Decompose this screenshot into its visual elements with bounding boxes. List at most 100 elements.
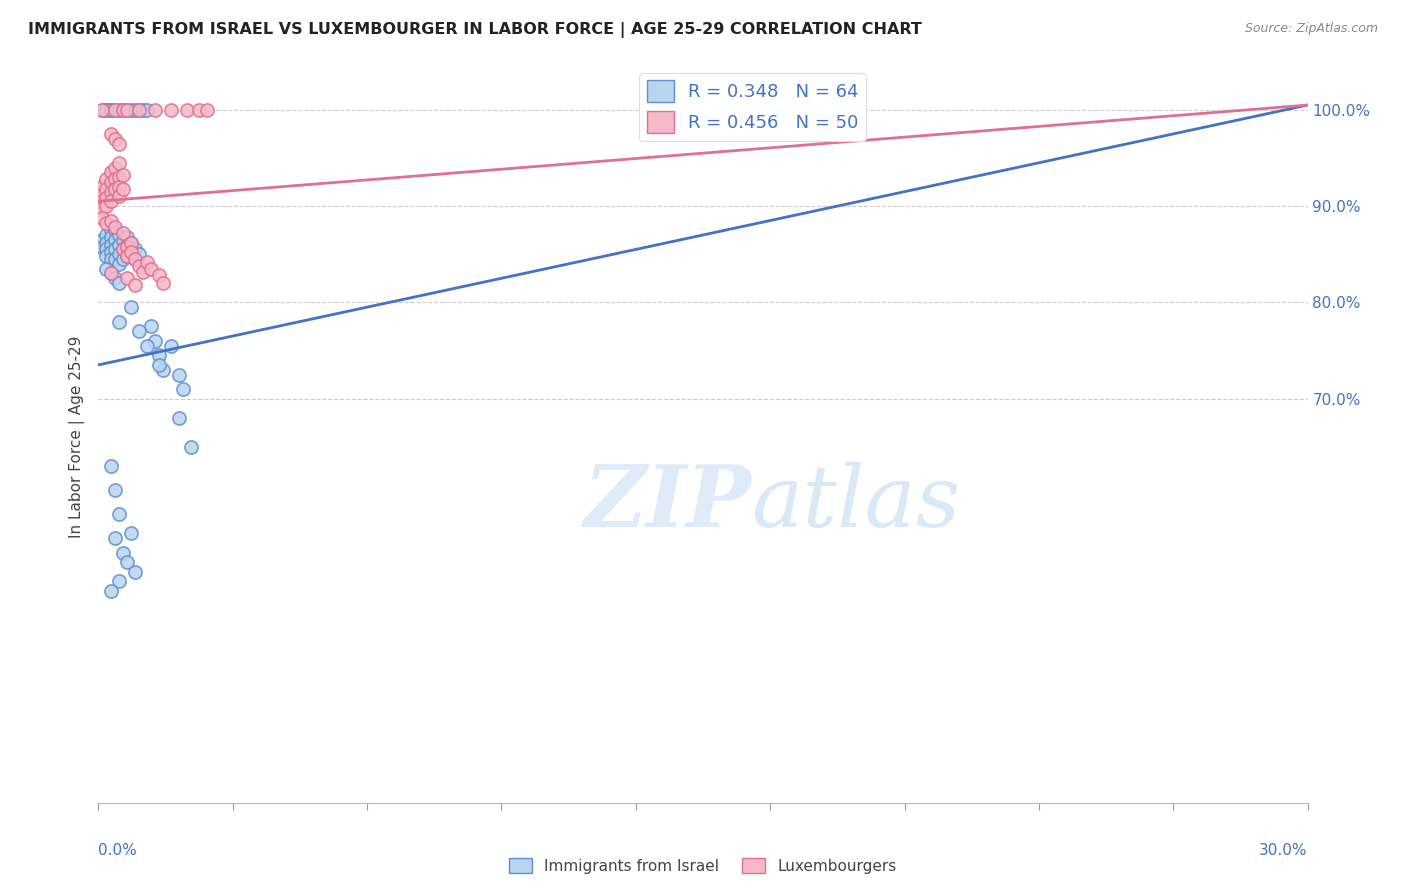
Point [96,199,118,213]
Point [96,103,118,117]
Point [139,261,162,276]
Point [124,243,146,257]
Legend: Immigrants from Israel, Luxembourgers: Immigrants from Israel, Luxembourgers [503,852,903,880]
Point [128,247,150,261]
Point [124,252,146,266]
Point [103,252,125,266]
Point [103,103,125,117]
Point [111,545,134,559]
Point [96,216,118,230]
Point [96,261,118,276]
Point [91,179,114,194]
Point [100,127,122,141]
Point [120,245,142,260]
Point [124,565,146,579]
Point [143,103,166,117]
Point [100,223,122,237]
Point [96,172,118,186]
Point [135,103,157,117]
Point [128,324,150,338]
Point [148,348,170,362]
Point [96,249,118,263]
Point [160,103,183,117]
Text: ZIP: ZIP [583,461,751,545]
Point [120,245,142,260]
Point [111,182,134,196]
Point [115,271,138,285]
Point [100,103,122,117]
Point [167,410,190,425]
Point [152,276,174,290]
Point [115,103,138,117]
Point [124,252,146,266]
Point [132,264,155,278]
Point [115,239,138,253]
Point [132,103,155,117]
Point [96,227,118,242]
Point [148,268,170,283]
Point [107,247,129,261]
Point [100,267,122,281]
Point [100,165,122,179]
Point [111,226,134,240]
Point [111,233,134,247]
Point [115,103,138,117]
Point [124,103,146,117]
Point [107,179,129,194]
Point [91,239,114,253]
Point [152,362,174,376]
Text: 0.0%: 0.0% [98,843,138,858]
Point [91,233,114,247]
Point [128,103,150,117]
Point [100,185,122,199]
Point [115,230,138,244]
Point [115,555,138,569]
Point [100,245,122,260]
Point [167,368,190,382]
Point [103,233,125,247]
Point [120,300,142,314]
Point [195,103,218,117]
Point [91,103,114,117]
Point [103,483,125,497]
Point [103,243,125,257]
Point [96,243,118,257]
Text: Source: ZipAtlas.com: Source: ZipAtlas.com [1244,22,1378,36]
Point [135,338,157,352]
Point [91,194,114,209]
Point [176,103,198,117]
Point [120,235,142,250]
Point [160,338,183,352]
Point [107,227,129,242]
Point [139,319,162,334]
Point [107,170,129,185]
Point [115,239,138,253]
Point [103,172,125,186]
Point [107,315,129,329]
Point [120,526,142,541]
Point [91,103,114,117]
Point [91,211,114,225]
Point [103,132,125,146]
Point [103,182,125,196]
Point [111,243,134,257]
Point [100,252,122,266]
Point [107,103,129,117]
Point [107,507,129,521]
Point [107,574,129,589]
Point [115,249,138,263]
Point [103,103,125,117]
Text: 30.0%: 30.0% [1260,843,1308,858]
Point [103,531,125,545]
Point [148,358,170,372]
Point [111,243,134,257]
Text: atlas: atlas [751,461,960,544]
Point [111,169,134,183]
Point [100,237,122,252]
Point [107,189,129,203]
Point [120,103,142,117]
Point [107,136,129,151]
Point [180,440,202,454]
Point [107,257,129,271]
Point [172,382,194,396]
